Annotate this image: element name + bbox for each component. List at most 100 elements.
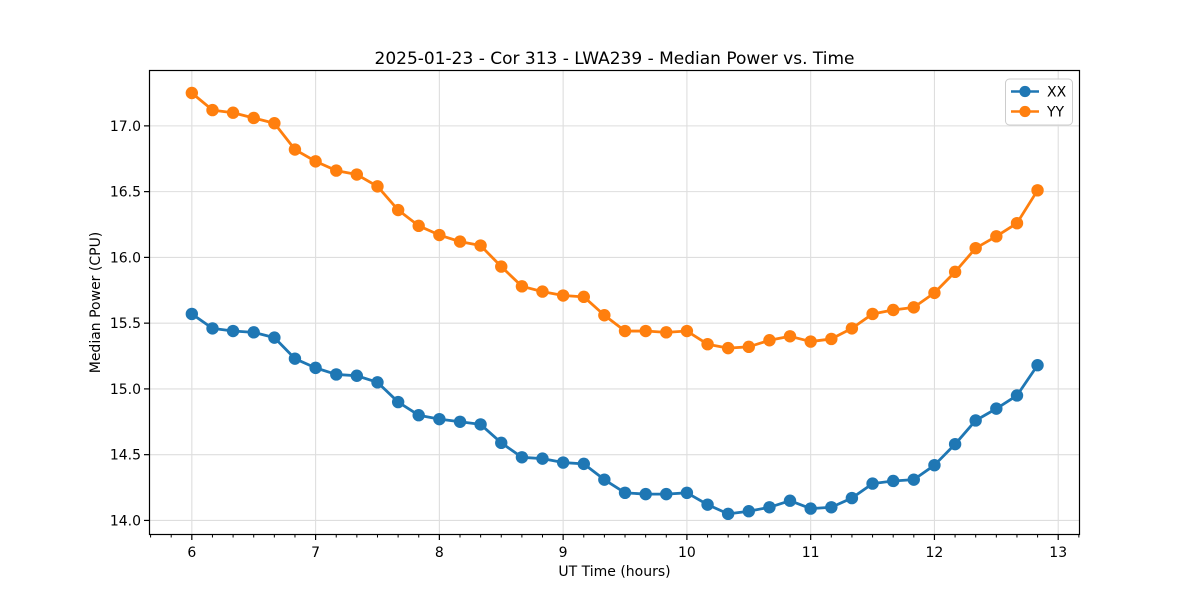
series-YY-marker [330,164,343,177]
series-YY-marker [247,111,260,125]
series-YY-marker [887,303,900,317]
series-YY-marker [763,334,776,347]
series-YY-marker [701,337,714,351]
y-tick-label: 15.5 [110,316,141,332]
series-YY-marker [350,168,364,181]
series-XX-marker [515,451,529,464]
series-XX-marker [721,507,735,521]
series-YY-marker [969,241,982,255]
series-XX-marker [701,498,714,511]
series-XX-marker [247,326,260,339]
series-XX-marker [350,369,364,382]
legend-marker-yy [1019,105,1031,118]
series-YY-marker [556,289,570,302]
series-YY-marker [288,143,302,156]
series-XX-marker [226,324,240,338]
series-YY-marker [907,301,920,314]
series-YY-marker [433,228,446,242]
x-tick-label: 9 [559,545,568,561]
series-YY-marker [721,341,735,355]
series-YY-marker [1010,216,1024,230]
x-tick-label: 7 [311,545,320,561]
series-YY-marker [515,280,529,293]
series-XX-marker [309,361,322,375]
series-XX-marker [660,487,673,501]
series-XX-marker [825,501,838,514]
series-XX-marker [866,477,879,490]
y-tick-label: 15.0 [110,382,141,398]
series-XX-marker [907,473,920,486]
series-YY-marker [185,86,199,100]
series-YY-marker [866,307,879,321]
series-XX [185,307,1044,521]
series-YY-marker [598,309,611,322]
series-XX-marker [268,331,281,344]
series-XX-marker [804,502,817,515]
series-XX-marker [948,437,962,451]
series-XX-marker [288,352,302,365]
series-XX-marker [206,322,219,335]
y-tick-label: 17.0 [110,119,141,135]
y-axis-label: Median Power (CPU) [88,232,104,374]
series-XX-marker [577,457,591,471]
x-tick-label: 6 [187,545,196,561]
chart-title: 2025-01-23 - Cor 313 - LWA239 - Median P… [375,49,855,69]
series-XX-marker [1031,359,1044,372]
series-YY-marker [825,332,838,346]
series-YY-marker [928,286,941,300]
series-YY-marker [618,324,632,338]
series-XX-marker [598,473,611,486]
series-YY-marker [742,340,755,354]
series-YY-marker [268,117,281,130]
legend-marker-xx [1019,85,1031,98]
series-YY-marker [309,155,322,168]
data-series [185,86,1044,521]
series-XX-marker [845,491,859,505]
x-axis-label: UT Time (hours) [558,564,670,580]
legend-item-yy: YY [1011,105,1065,121]
series-YY-marker [536,285,549,298]
axis-ticks [144,125,1080,540]
series-XX-marker [887,474,900,488]
x-tick-label: 8 [435,545,444,561]
legend: XX YY [1005,78,1073,126]
series-YY-marker [206,103,219,117]
series-XX-marker [969,414,982,427]
series-YY-marker [577,290,591,304]
series-XX-marker [495,436,508,450]
series-XX-marker [783,494,797,507]
series-XX-marker [474,418,487,431]
series-XX-marker [618,486,632,500]
series-XX-marker [536,452,549,465]
series-XX-marker [990,402,1003,415]
plot-border [148,69,1081,536]
series-XX-marker [371,376,384,389]
series-XX-marker [185,307,199,321]
series-XX-marker [453,415,467,428]
series-YY-marker [845,322,859,335]
y-tick-label: 14.0 [110,513,141,529]
series-XX-marker [742,505,755,518]
series-XX-marker [556,456,570,469]
series-XX-marker [928,458,941,472]
series-YY [185,86,1044,355]
y-tick-label: 16.5 [110,185,141,201]
series-YY-marker [226,106,240,119]
series-YY-marker [371,180,384,193]
series-XX-marker [330,368,343,381]
series-XX-marker [391,395,405,409]
y-tick-label: 14.5 [110,448,141,464]
series-YY-marker [453,235,467,248]
series-XX-marker [680,486,694,500]
legend-item-xx: XX [1011,85,1067,101]
series-YY-marker [660,326,673,339]
x-tick-label: 10 [678,545,696,561]
series-YY-marker [639,324,652,338]
legend-label-xx: XX [1047,85,1067,101]
series-YY-marker [412,219,425,233]
x-tick-label: 12 [926,545,944,561]
series-YY-marker [495,260,508,273]
series-XX-marker [1010,389,1024,402]
series-XX-marker [763,501,776,514]
